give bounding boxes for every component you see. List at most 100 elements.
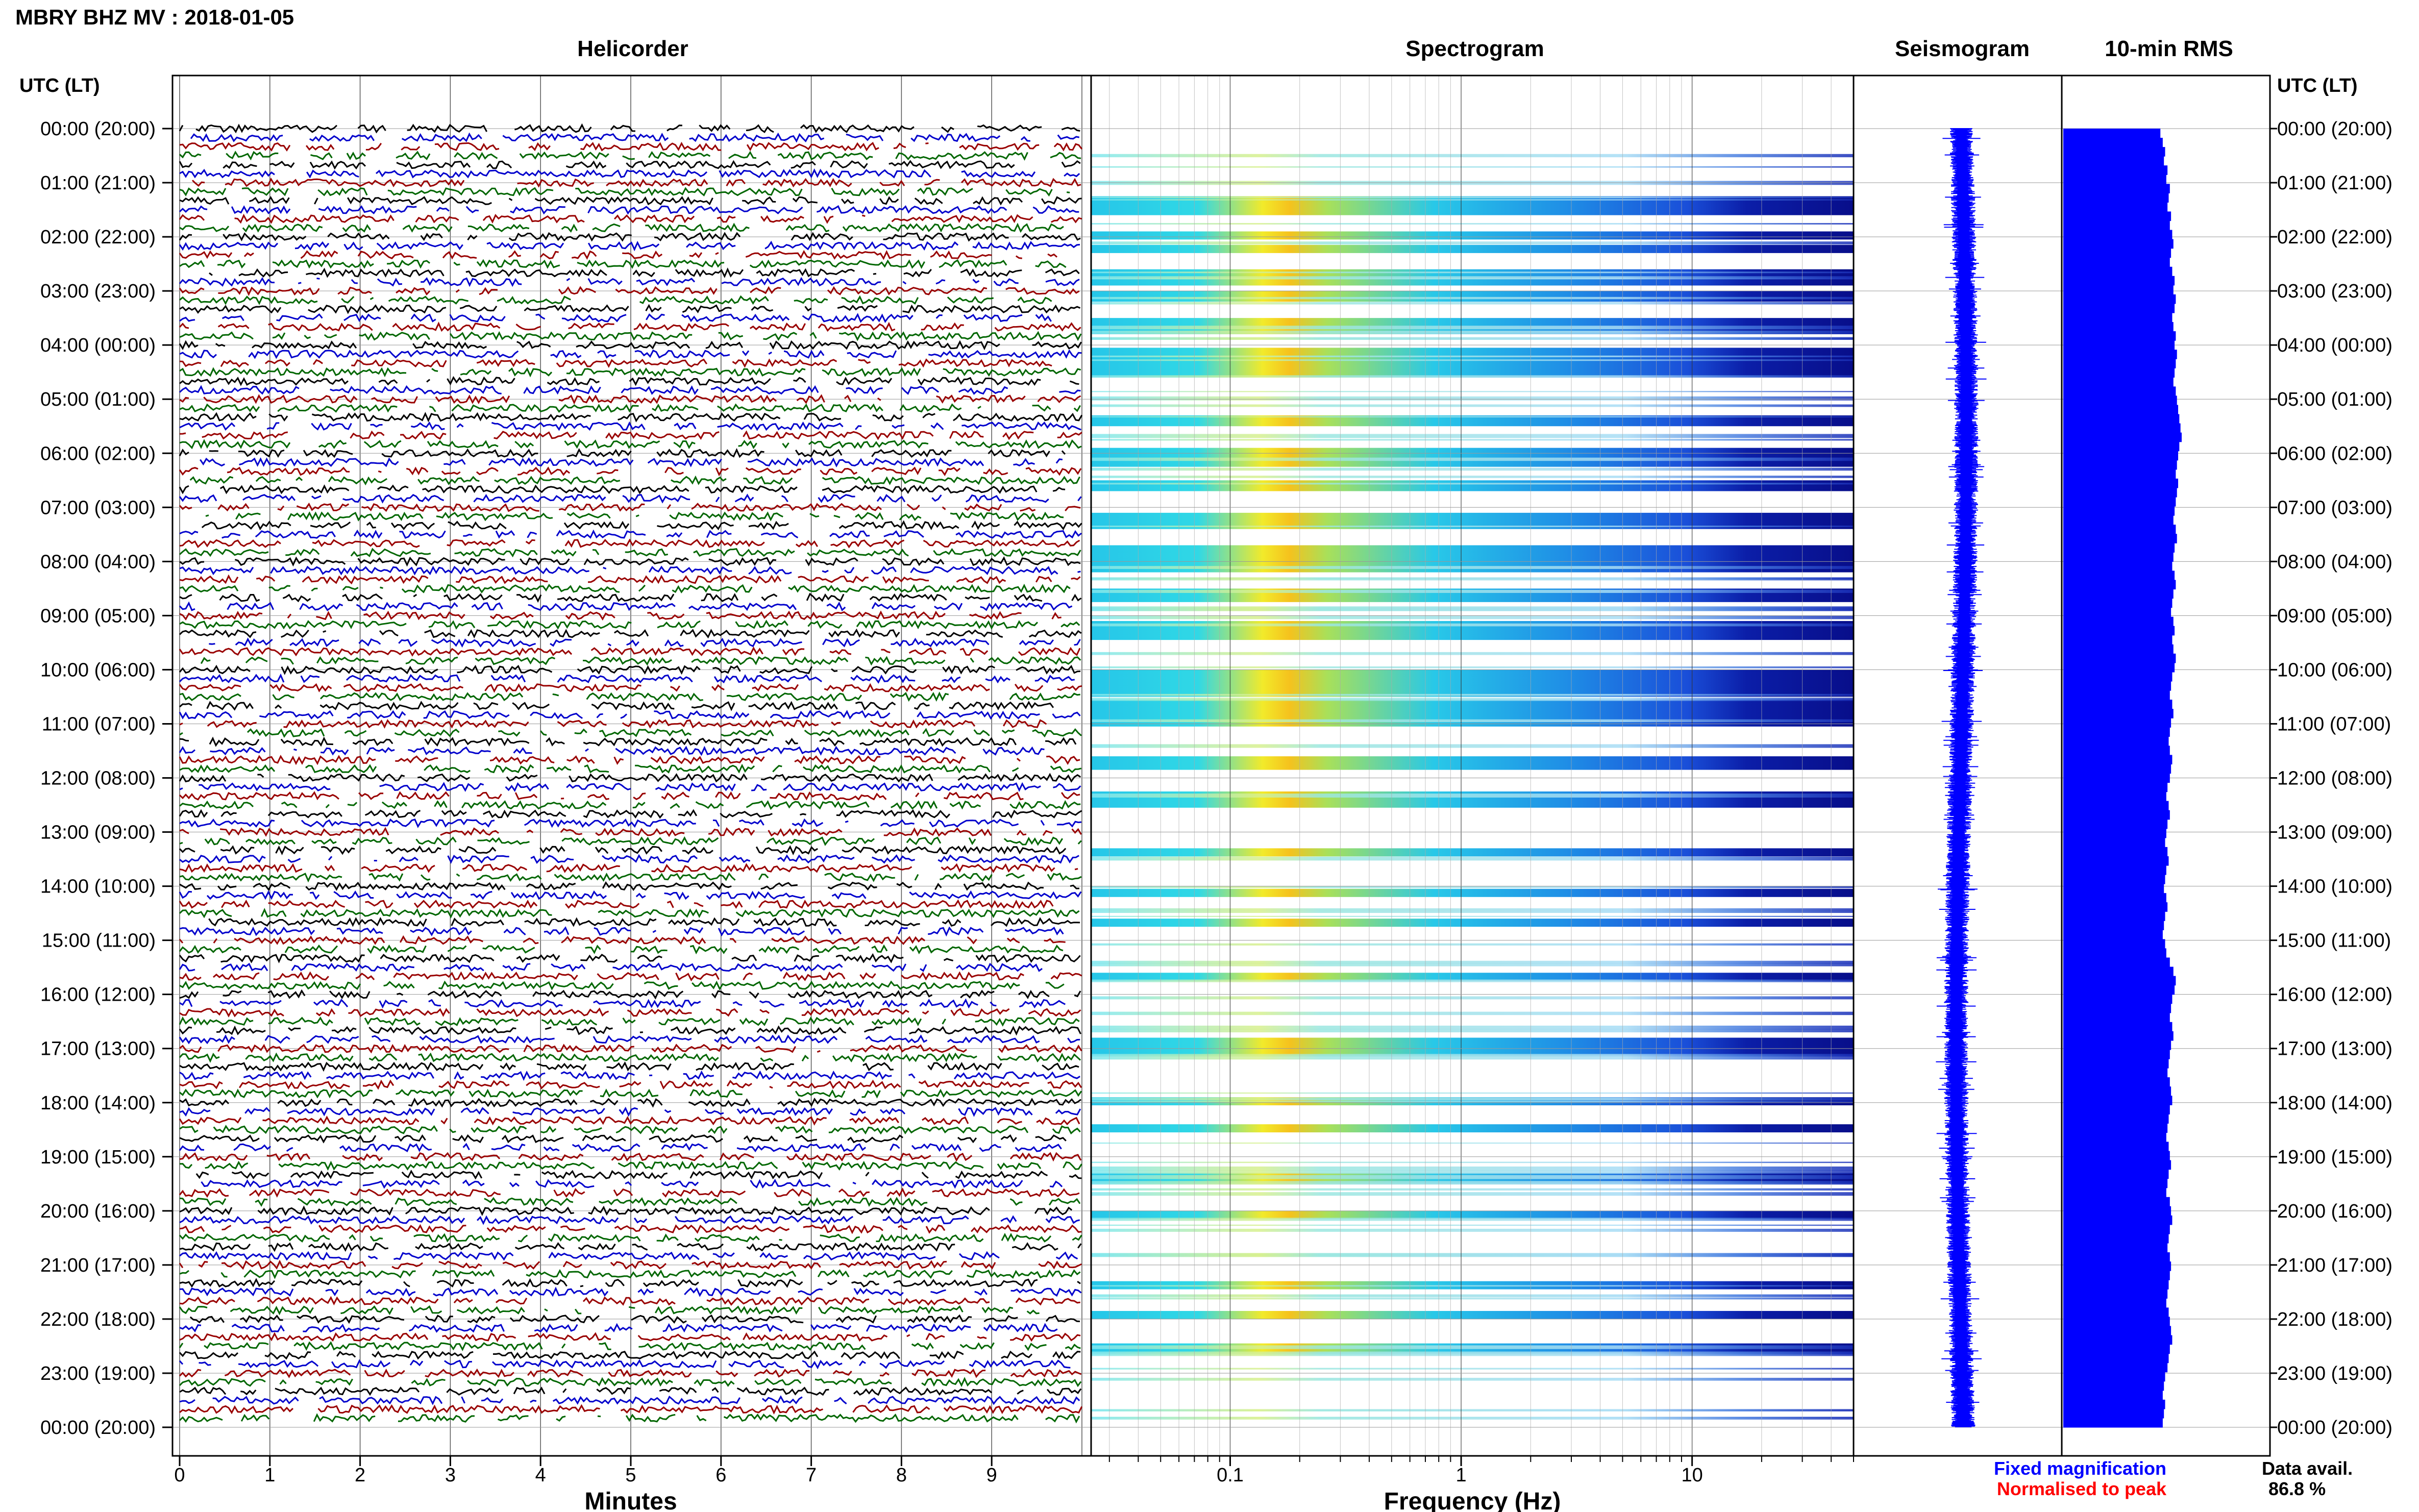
spectrogram-streak [1091, 457, 1854, 461]
spectrogram-streak [1091, 1409, 1854, 1411]
hour-label-right: 12:00 (08:00) [2277, 768, 2392, 789]
rms-bar [2063, 1307, 2169, 1318]
spectrogram-streak [1091, 223, 1854, 225]
rms-bar [2063, 1022, 2173, 1032]
hour-label-right: 00:00 (20:00) [2277, 1417, 2392, 1439]
spectrogram-streak [1091, 330, 1854, 334]
spectrogram-streak [1091, 271, 1854, 274]
helicorder-x-tick-label: 3 [445, 1465, 456, 1486]
rms-bar [2063, 248, 2171, 258]
rms-bar [2063, 672, 2173, 682]
spectrogram-x-ticks: 0.1 1 10 [1108, 1456, 1854, 1486]
spectrogram-streak [1091, 434, 1854, 438]
spectrogram-streak [1091, 276, 1854, 279]
hour-label-left: 21:00 (17:00) [40, 1255, 156, 1276]
rms-bar [2063, 1215, 2173, 1225]
spectrogram-streak [1091, 1353, 1854, 1356]
rms-bar [2063, 626, 2175, 636]
rms-bar [2063, 681, 2171, 691]
rms-bar [2063, 1298, 2166, 1308]
rms-bar [2063, 469, 2176, 479]
rms-bar [2063, 1123, 2168, 1133]
spectrogram-streak [1091, 1055, 1854, 1060]
hour-label-right: 07:00 (03:00) [2277, 497, 2392, 518]
rms-bar [2063, 487, 2177, 498]
spectrogram-streak [1091, 1143, 1854, 1144]
rms-bar [2063, 939, 2165, 949]
helicorder-x-tick-label: 4 [535, 1465, 546, 1486]
spectrogram-streak [1091, 476, 1854, 478]
rms-bar [2063, 948, 2166, 958]
helicorder-panel [171, 75, 1092, 1457]
seismogram-panel [1853, 75, 2063, 1457]
rms-bar [2063, 202, 2168, 212]
data-avail-value: 86.8 % [2268, 1478, 2326, 1499]
hour-label-right: 19:00 (15:00) [2277, 1147, 2392, 1168]
rms-bar [2063, 1178, 2168, 1188]
rms-bar [2063, 414, 2180, 424]
spectrogram-streak [1091, 1298, 1854, 1300]
rms-bar [2063, 1031, 2174, 1041]
spectrogram-streak [1091, 1011, 1854, 1015]
hour-labels-left: 00:00 (20:00) 01:00 (21:00) 02:00 (22:00) 0… [40, 118, 172, 1439]
spectrogram-streak [1091, 915, 1854, 917]
hour-label-right: 23:00 (19:00) [2277, 1363, 2392, 1384]
rms-bar [2063, 819, 2168, 829]
rms-bar [2063, 432, 2182, 442]
spectrogram-streak [1091, 1351, 1854, 1355]
spectrogram-streak [1091, 166, 1854, 168]
spectrogram-streak [1091, 391, 1854, 392]
spectrogram-band [1091, 699, 1854, 727]
hour-label-left: 09:00 (05:00) [40, 605, 156, 627]
rms-bar [2063, 1344, 2170, 1354]
spectrogram-streak [1091, 199, 1854, 201]
helicorder-x-axis-label: Minutes [584, 1488, 677, 1512]
rms-bar [2063, 755, 2173, 765]
rms-bar [2063, 165, 2168, 175]
rms-bar [2063, 718, 2171, 728]
spectrogram-streak [1091, 607, 1854, 611]
spectrogram-streak [1091, 1192, 1854, 1196]
rms-bar [2063, 985, 2175, 995]
rms-bar [2063, 994, 2173, 1004]
spectrogram-streak [1091, 359, 1854, 361]
hour-label-left: 08:00 (04:00) [40, 551, 156, 573]
helicorder-x-tick-label: 1 [264, 1465, 275, 1486]
spectrogram-x-tick-label: 1 [1455, 1465, 1466, 1486]
hour-label-right: 09:00 (05:00) [2277, 605, 2392, 627]
rms-bar [2063, 441, 2180, 452]
hour-label-left: 19:00 (15:00) [40, 1147, 156, 1168]
hour-label-left: 23:00 (19:00) [40, 1363, 156, 1384]
hour-label-right: 18:00 (14:00) [2277, 1093, 2392, 1114]
spectrogram-streak [1091, 467, 1854, 471]
hour-label-left: 00:00 (20:00) [40, 118, 156, 140]
spectrogram-streak [1091, 1228, 1854, 1232]
rms-bar [2063, 709, 2174, 718]
spectrogram-streak [1091, 1368, 1854, 1370]
hour-label-left: 01:00 (21:00) [40, 172, 156, 194]
rms-bar [2063, 561, 2173, 571]
spectrogram-streak [1091, 979, 1854, 982]
rms-bar [2063, 497, 2176, 507]
spectrogram-streak [1091, 1166, 1854, 1171]
y-axis-label-left: UTC (LT) [19, 75, 100, 96]
rms-bar [2063, 911, 2165, 921]
rms-bar [2063, 1169, 2169, 1179]
rms-bar [2063, 884, 2164, 894]
legend-normalised-to-peak: Normalised to peak [1997, 1478, 2167, 1499]
rms-bar [2063, 460, 2177, 470]
spectrogram-streak [1091, 693, 1854, 696]
rms-bar [2063, 607, 2171, 617]
spectrogram-streak [1091, 416, 1854, 417]
hour-label-left: 18:00 (14:00) [40, 1093, 156, 1114]
rms-bar [2063, 1187, 2166, 1198]
helicorder-traces-green [179, 151, 1082, 1424]
spectrogram-streak [1091, 1092, 1854, 1094]
rms-bar [2063, 893, 2166, 903]
spectrogram-grid [1091, 76, 1854, 1456]
spectrogram-streak [1091, 1218, 1854, 1221]
hour-label-right: 01:00 (21:00) [2277, 172, 2392, 194]
hour-label-left: 10:00 (06:00) [40, 659, 156, 681]
helicorder-x-tick-label: 9 [986, 1465, 997, 1486]
rms-bar [2063, 828, 2166, 838]
